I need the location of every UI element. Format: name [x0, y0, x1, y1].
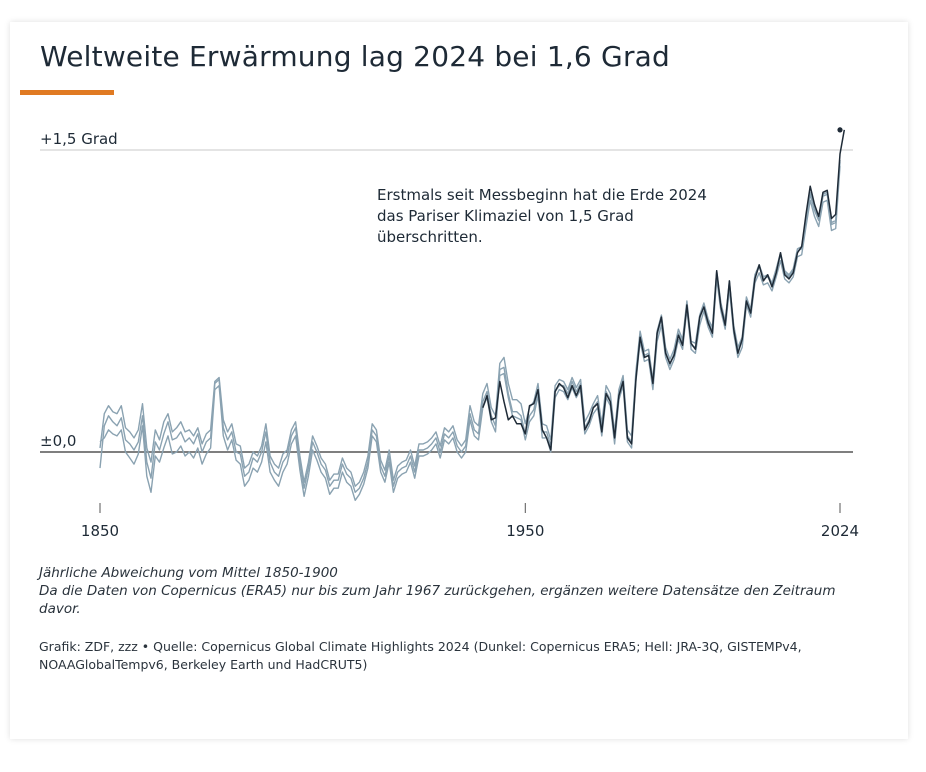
- x-axis: 1850 1950 2024: [81, 503, 859, 540]
- title-accent-bar: [20, 90, 114, 95]
- dark-series-line: [482, 129, 846, 451]
- highlight-point-2024: [837, 127, 843, 133]
- y-tick-label-0: ±0,0: [40, 432, 76, 450]
- chart-note: Jährliche Abweichung vom Mittel 1850-190…: [39, 564, 879, 618]
- annotation-line-2: das Pariser Klimaziel von 1,5 Grad: [377, 207, 634, 225]
- chart-annotation: Erstmals seit Messbeginn hat die Erde 20…: [377, 185, 757, 248]
- chart-card: [10, 22, 908, 739]
- annotation-line-1: Erstmals seit Messbeginn hat die Erde 20…: [377, 186, 707, 204]
- x-tick-label-1950: 1950: [506, 522, 544, 540]
- x-tick-label-1850: 1850: [81, 522, 119, 540]
- source-credit: Grafik: ZDF, zzz • Quelle: Copernicus Gl…: [39, 639, 802, 672]
- y-tick-label-1-5: +1,5 Grad: [40, 130, 118, 148]
- note-line-2: Da die Daten von Copernicus (ERA5) nur b…: [39, 583, 836, 617]
- page-title: Weltweite Erwärmung lag 2024 bei 1,6 Gra…: [40, 40, 670, 73]
- x-tick-label-2024: 2024: [821, 522, 859, 540]
- annotation-line-3: überschritten.: [377, 228, 483, 246]
- dark-series-group: [482, 127, 846, 451]
- note-line-1: Jährliche Abweichung vom Mittel 1850-190…: [39, 565, 338, 581]
